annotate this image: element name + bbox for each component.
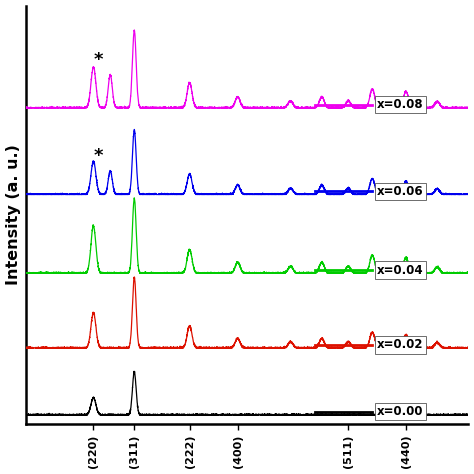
Text: *: * bbox=[93, 51, 103, 69]
Text: x=0.02: x=0.02 bbox=[377, 338, 424, 351]
Y-axis label: Intensity (a. u.): Intensity (a. u.) bbox=[6, 145, 20, 285]
Text: *: * bbox=[93, 146, 103, 164]
Text: x=0.08: x=0.08 bbox=[377, 98, 424, 111]
Text: x=0.00: x=0.00 bbox=[377, 405, 424, 419]
Text: x=0.06: x=0.06 bbox=[377, 185, 424, 198]
Text: x=0.04: x=0.04 bbox=[377, 264, 424, 277]
